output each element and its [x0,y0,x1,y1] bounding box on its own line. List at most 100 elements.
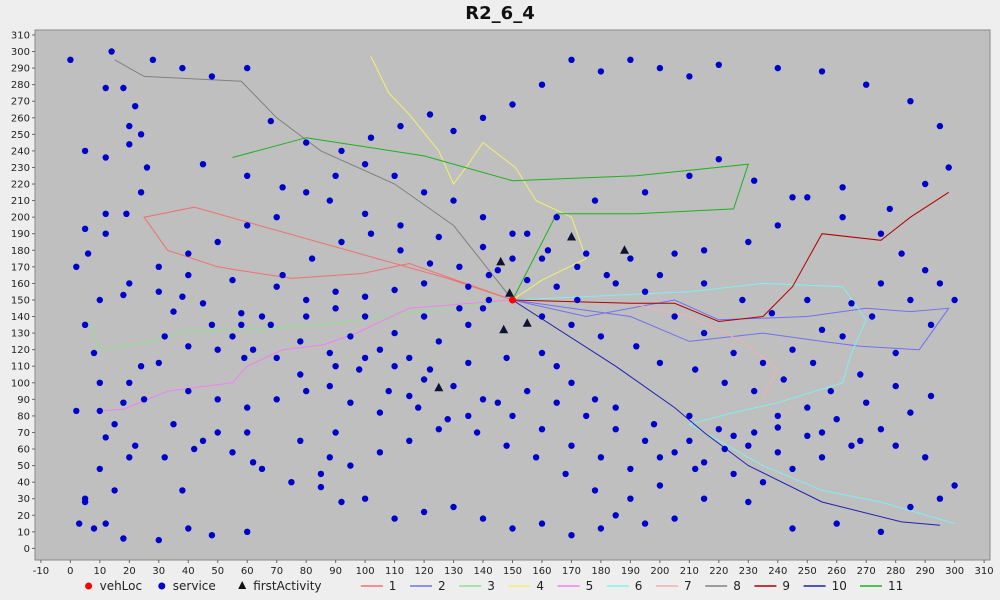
first-activity-marker [496,256,506,266]
service-point [868,313,876,320]
y-tick-label: 80 [17,411,30,422]
service-point [108,48,115,55]
legend-item-7: 7 [656,579,692,593]
service-point [356,366,363,373]
service-point [715,426,722,433]
service-point [465,283,472,290]
service-point [509,255,516,262]
service-point [120,291,127,299]
service-point [544,247,552,254]
service-point [485,271,493,279]
service-point [686,437,693,444]
service-point [700,247,708,254]
x-tick-label: 30 [152,566,165,577]
service-point [848,300,855,307]
service-point [308,255,316,262]
x-tick-label: 220 [709,566,728,577]
service-point [612,404,619,411]
first-activity-marker [522,318,532,327]
service-point [612,426,619,433]
y-tick-label: 300 [11,47,30,58]
service-point [179,293,186,300]
service-point [317,483,325,491]
service-point [126,379,133,386]
service-point [922,180,929,188]
service-point [132,103,139,110]
service-point [273,396,280,403]
service-point [612,280,619,287]
service-point [641,520,649,527]
service-point [258,313,266,320]
service-point [397,122,404,130]
x-tick-label: 290 [916,566,935,577]
x-tick-label: 270 [857,566,876,577]
service-point [759,479,767,486]
service-point [67,56,74,63]
service-point [833,520,840,527]
service-point [96,379,104,386]
y-tick-label: 270 [11,97,30,108]
service-point [137,189,145,196]
service-point [936,122,944,130]
service-point [76,520,83,527]
service-point [656,359,664,367]
service-point [789,525,796,532]
legend-item-firstActivity: firstActivity [238,579,322,593]
service-point [804,194,811,201]
service-point [945,164,952,171]
service-point [96,465,104,473]
service-point [132,442,139,449]
service-point [583,412,590,420]
service-point [597,333,605,340]
service-point [839,184,846,191]
service-point [238,310,245,317]
service-point [927,392,935,400]
service-point [326,454,333,461]
service-point [420,508,428,516]
service-point [863,399,870,406]
y-tick-label: 50 [17,461,30,472]
service-point [839,214,846,221]
service-point [503,442,510,449]
service-point [730,349,737,357]
service-point [155,263,162,270]
service-point [857,371,864,378]
service-point [326,349,333,357]
service-point [426,366,434,373]
service-point [111,487,118,494]
service-point [84,250,92,257]
service-point [367,134,375,141]
x-tick-label: 20 [123,566,136,577]
service-point [90,349,98,357]
service-point [229,333,236,340]
service-point [161,454,168,461]
service-point [465,359,472,367]
service-point [612,512,619,519]
service-point [465,412,472,420]
service-point [90,525,98,532]
service-point [185,525,192,532]
service-point [420,376,428,383]
service-point [922,267,929,274]
service-point [633,343,640,350]
legend: vehLoc service firstActivity 1 2 3 4 5 6 7 8 9 10 11 [85,579,903,593]
service-point [715,156,722,163]
service-point [81,147,89,155]
service-point [553,214,560,221]
service-point [768,310,776,317]
service-point [208,532,216,539]
y-tick-label: 70 [17,428,30,439]
service-point [137,131,145,138]
service-point [538,255,546,262]
service-point [303,189,310,196]
service-point [361,354,369,362]
service-point [244,172,251,179]
service-point [170,421,177,428]
legend-item-4: 4 [508,579,544,593]
service-point [553,399,560,406]
service-point [739,296,746,304]
service-point [656,454,664,461]
service-point [123,210,130,217]
service-point [143,164,151,171]
service-point [126,141,133,148]
